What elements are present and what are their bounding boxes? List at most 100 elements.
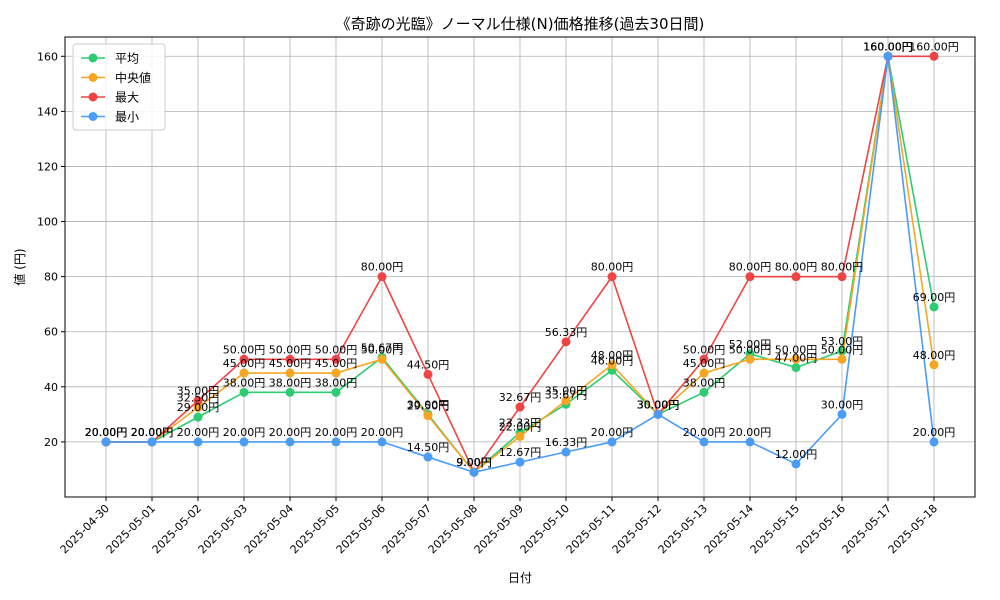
data-label: 48.00円	[913, 349, 956, 362]
data-label: 9.00円	[456, 456, 492, 469]
data-point	[699, 387, 709, 397]
data-label: 50.00円	[269, 343, 312, 356]
data-point	[561, 447, 571, 457]
data-point	[515, 402, 525, 412]
data-point	[239, 354, 249, 364]
data-label: 32.50円	[177, 391, 220, 404]
y-tick-label: 60	[44, 326, 58, 339]
legend-marker	[88, 112, 98, 121]
data-point	[929, 51, 939, 61]
data-point	[837, 354, 847, 364]
data-label: 50.67円	[361, 341, 404, 354]
data-label: 47.00円	[775, 352, 818, 365]
y-tick-label: 160	[37, 50, 58, 63]
data-label: 50.00円	[729, 343, 772, 356]
data-point	[699, 354, 709, 364]
data-point	[331, 437, 341, 447]
data-label: 20.00円	[223, 426, 266, 439]
data-label: 160.00円	[863, 40, 913, 53]
legend-marker	[88, 53, 98, 63]
data-point	[147, 437, 157, 447]
data-label: 30.00円	[637, 398, 680, 411]
y-tick-label: 80	[44, 271, 58, 284]
legend-label: 平均	[115, 52, 139, 66]
data-point	[423, 452, 433, 462]
data-label: 20.00円	[361, 426, 404, 439]
data-point	[101, 437, 111, 447]
data-point	[377, 437, 387, 447]
data-label: 160.00円	[909, 40, 959, 53]
data-point	[929, 302, 939, 312]
data-point	[561, 337, 571, 347]
data-label: 38.00円	[223, 376, 266, 389]
legend-marker	[88, 73, 98, 82]
data-label: 80.00円	[775, 261, 818, 274]
data-label: 22.00円	[499, 420, 542, 433]
data-point	[193, 437, 203, 447]
axis-ticks: 2025-04-302025-05-012025-05-022025-05-03…	[37, 50, 940, 556]
data-point	[837, 272, 847, 282]
data-label: 50.00円	[683, 343, 726, 356]
data-label: 52.00円	[729, 338, 772, 351]
data-label: 80.00円	[361, 261, 404, 274]
data-point	[653, 409, 663, 419]
data-point	[285, 368, 295, 378]
data-point	[469, 467, 479, 477]
data-point	[837, 409, 847, 419]
data-label: 38.00円	[315, 376, 358, 389]
data-point	[791, 354, 801, 364]
data-label: 20.00円	[315, 426, 358, 439]
data-label: 20.00円	[591, 426, 634, 439]
data-point	[515, 457, 525, 467]
data-point	[883, 51, 893, 61]
data-label: 30.00円	[637, 398, 680, 411]
data-label: 9.00円	[456, 456, 492, 469]
y-tick-label: 120	[37, 160, 58, 173]
data-point	[607, 437, 617, 447]
data-label: 50.00円	[361, 343, 404, 356]
y-tick-label: 140	[37, 105, 58, 118]
data-point	[239, 368, 249, 378]
data-label: 29.00円	[177, 401, 220, 414]
data-label: 80.00円	[591, 261, 634, 274]
data-point	[423, 411, 433, 421]
data-point	[699, 368, 709, 378]
data-label: 53.00円	[821, 335, 864, 348]
data-label: 9.00円	[456, 456, 492, 469]
data-point	[285, 354, 295, 364]
data-label: 50.00円	[821, 343, 864, 356]
data-label: 69.00円	[913, 291, 956, 304]
data-point	[745, 437, 755, 447]
data-label: 80.00円	[729, 261, 772, 274]
legend-label: 最小	[115, 110, 139, 124]
data-point	[331, 354, 341, 364]
data-label: 20.00円	[913, 426, 956, 439]
data-point	[561, 396, 571, 406]
data-label: 20.00円	[131, 426, 174, 439]
data-label: 20.00円	[85, 426, 128, 439]
data-point	[745, 272, 755, 282]
data-label: 44.50円	[407, 358, 450, 371]
data-label: 20.00円	[85, 426, 128, 439]
data-label: 30.00円	[637, 398, 680, 411]
data-point	[377, 272, 387, 282]
data-label: 29.50円	[407, 400, 450, 413]
data-label: 45.00円	[683, 357, 726, 370]
data-point	[331, 387, 341, 397]
data-point	[193, 412, 203, 422]
data-label: 50.00円	[315, 343, 358, 356]
data-label: 20.00円	[269, 426, 312, 439]
y-tick-label: 40	[44, 381, 58, 394]
data-point	[331, 368, 341, 378]
data-point	[929, 437, 939, 447]
data-label: 12.00円	[775, 448, 818, 461]
data-label: 45.00円	[315, 357, 358, 370]
y-axis-label: 値 (円)	[12, 248, 27, 285]
data-label: 20.00円	[85, 426, 128, 439]
data-label: 20.00円	[131, 426, 174, 439]
data-point	[791, 459, 801, 469]
data-label: 30.00円	[821, 398, 864, 411]
data-label: 33.67円	[545, 388, 588, 401]
